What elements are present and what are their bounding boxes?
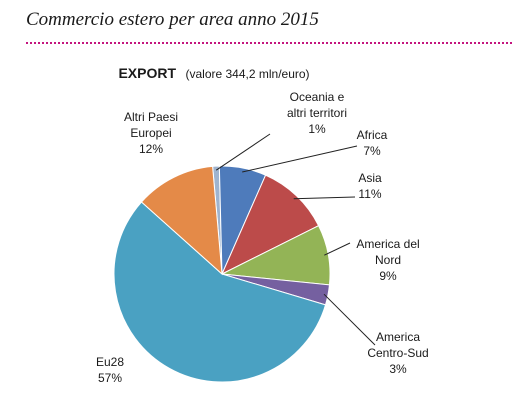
slice-labels: Oceania e altri territori 1% Africa 7% Asia 11… — [96, 90, 429, 385]
slice-value-label: 11% — [358, 187, 381, 201]
slice-name-label: America del — [356, 237, 419, 251]
chart-title: EXPORT — [118, 65, 176, 81]
slice-name-label: Asia — [358, 171, 382, 185]
pie-slice-altri-paesi-europei — [140, 165, 223, 276]
pie-slice-asia — [220, 174, 320, 276]
heading-divider — [26, 42, 512, 44]
page-heading: Commercio estero per area anno 2015 — [26, 9, 319, 30]
leader-lines — [215, 133, 376, 346]
slice-value-label: 57% — [98, 371, 122, 385]
slice-name-label: Centro-Sud — [367, 346, 428, 360]
slice-value-label: 1% — [308, 122, 326, 136]
slice-name-label: altri territori — [287, 106, 347, 120]
slice-value-label: 7% — [363, 144, 381, 158]
slice-name-label: Altri Paesi — [124, 110, 178, 124]
slice-name-label: Oceania e — [290, 90, 345, 104]
leader-line — [323, 293, 376, 346]
slice-name-label: Nord — [375, 253, 401, 267]
slice-value-label: 9% — [379, 269, 397, 283]
slice-name-label: Europei — [130, 126, 171, 140]
slice-name-label: Africa — [357, 128, 388, 142]
leader-line — [242, 145, 358, 173]
slice-value-label: 12% — [139, 142, 163, 156]
pie-slice-eu28 — [113, 201, 327, 383]
leader-line — [293, 196, 356, 200]
slice-name-label: America — [376, 330, 420, 344]
leader-line — [324, 242, 351, 256]
slice-name-label: Eu28 — [96, 355, 124, 369]
leader-line — [215, 133, 271, 171]
chart-title-line: EXPORT (valore 344,2 mln/euro) — [118, 65, 309, 82]
chart-subtitle: (valore 344,2 mln/euro) — [185, 67, 309, 81]
slice-value-label: 3% — [389, 362, 407, 376]
pie-slices — [113, 165, 331, 383]
